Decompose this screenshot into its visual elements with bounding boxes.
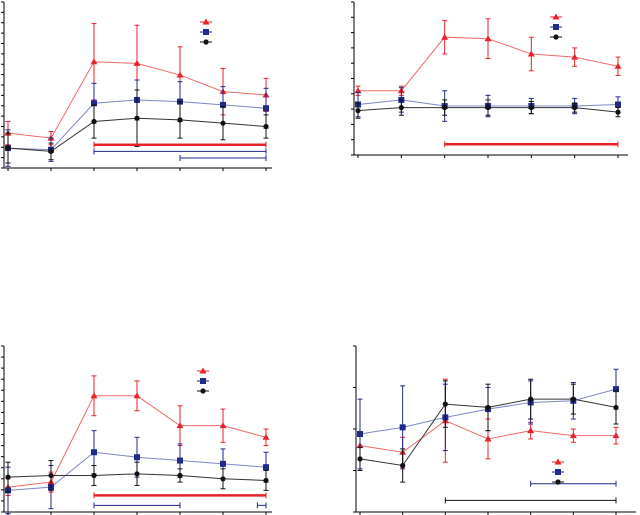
data-point [220,120,226,126]
legend-marker-black [200,388,206,394]
data-point [176,71,184,78]
data-point [528,396,534,402]
data-point [263,105,269,112]
data-point [5,474,11,480]
data-point [484,35,492,42]
legend-marker-red [554,458,562,465]
data-point [355,108,361,114]
data-point [220,101,226,108]
series-black [357,378,619,483]
data-point [442,401,448,407]
legend-marker-black [555,479,561,485]
series-red [354,18,622,96]
chart-panel-bottom-right [353,345,636,515]
data-point [91,100,97,107]
data-point [5,145,11,151]
data-point [571,53,579,60]
legend-marker-navy [203,29,209,35]
data-point [133,392,141,399]
data-point [176,422,184,429]
data-point [485,104,491,111]
legend-marker-navy [200,378,206,384]
data-point [528,104,534,111]
data-point [400,462,406,469]
data-point [570,396,576,402]
data-point [354,87,362,94]
legend-marker-black [553,34,559,40]
data-point [134,454,140,461]
data-point [220,476,226,482]
data-point [133,59,141,66]
data-point [91,472,97,479]
data-point [612,432,620,439]
data-point [177,457,183,464]
legend-marker-navy [553,24,559,30]
legend [552,458,564,485]
legend-marker-red [552,13,560,20]
series-black [355,99,621,119]
data-point [615,101,621,108]
data-point [527,50,535,57]
legend-marker-black [203,39,209,45]
data-point [263,477,269,484]
data-point [91,449,97,456]
chart-panel-top-right [351,1,628,158]
data-point [527,427,535,434]
legend-marker-red [199,367,207,374]
data-point [48,472,54,479]
data-point [263,464,269,471]
data-point [263,123,269,130]
data-point [484,435,492,442]
data-point [569,432,577,439]
legend [200,18,212,45]
data-point [442,104,448,111]
data-point [134,115,140,121]
data-point [90,58,98,65]
data-point [90,392,98,399]
data-point [48,148,54,154]
series-black [5,89,269,164]
data-point [357,456,363,462]
data-point [220,460,226,467]
chart-panel-top-left [1,1,272,171]
data-point [134,471,140,477]
legend-marker-red [202,18,210,25]
data-point [615,109,621,115]
data-point [613,404,619,411]
data-point [177,117,183,123]
legend [550,13,562,40]
data-point [485,404,491,411]
data-point [262,433,270,440]
data-point [613,386,619,393]
legend [197,367,209,394]
series-black [5,460,269,493]
data-point [91,118,97,125]
data-point [177,472,183,479]
data-point [441,33,449,40]
data-point [219,422,227,429]
data-point [572,104,578,111]
legend-marker-navy [555,469,561,475]
data-point [357,430,363,437]
data-point [399,424,406,431]
data-point [398,104,404,111]
data-point [614,62,622,69]
chart-panel-bottom-left [1,345,272,515]
